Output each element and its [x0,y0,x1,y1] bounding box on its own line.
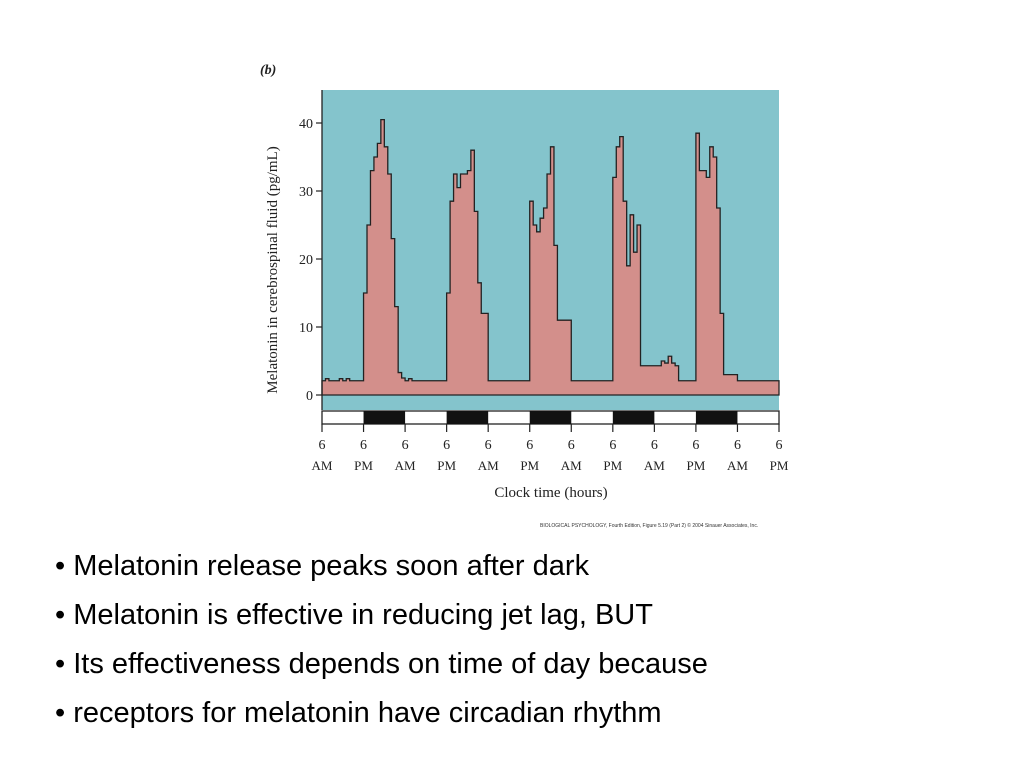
x-tick-label-period: PM [603,458,622,473]
x-tick-label-hour: 6 [485,438,492,453]
x-tick-label-hour: 6 [692,438,699,453]
x-axis-label: Clock time (hours) [494,485,607,501]
y-tick-label: 30 [299,185,313,200]
bullet-item: • Its effectiveness depends on time of d… [55,648,708,680]
bullet-list: • Melatonin release peaks soon after dar… [55,542,708,738]
x-tick-label-hour: 6 [734,438,741,453]
x-tick-label-period: PM [520,458,539,473]
x-tick-label-period: AM [727,458,748,473]
x-tick-label-hour: 6 [360,438,367,453]
figure-credit: BIOLOGICAL PSYCHOLOGY, Fourth Edition, F… [540,522,758,529]
x-tick-label-period: PM [687,458,706,473]
x-tick-label-period: AM [644,458,665,473]
x-tick-label-period: AM [478,458,499,473]
x-tick-label-period: AM [561,458,582,473]
y-tick-label: 10 [299,321,313,336]
x-tick-label-period: AM [395,458,416,473]
x-tick-label-hour: 6 [651,438,658,453]
dark-period-block [612,411,655,424]
dark-period-block [363,411,406,424]
panel-label: (b) [260,63,276,78]
dark-period-block [529,411,572,424]
x-tick-label-period: PM [437,458,456,473]
bullet-item: • Melatonin release peaks soon after dar… [55,550,590,582]
x-tick-label-hour: 6 [776,438,783,453]
x-tick-label-period: AM [312,458,333,473]
x-tick-label-period: PM [354,458,373,473]
bullet-item: • receptors for melatonin have circadian… [55,697,662,729]
x-tick-label-hour: 6 [319,438,326,453]
y-tick-label: 20 [299,253,313,268]
dark-period-block [446,411,489,424]
bullet-item: • Melatonin is effective in reducing jet… [55,599,653,631]
x-tick-label-hour: 6 [609,438,616,453]
dark-period-block [695,411,738,424]
x-tick-label-hour: 6 [443,438,450,453]
x-tick-label-hour: 6 [402,438,409,453]
y-tick-label: 0 [306,389,313,404]
y-axis-label: Melatonin in cerebrospinal fluid (pg/mL) [265,146,281,393]
x-tick-label-period: PM [770,458,789,473]
x-tick-label-hour: 6 [526,438,533,453]
melatonin-chart: (b) 0 10 20 30 40 6 AM 6 PM 6 AM 6 PM 6 AM 6 PM 6 AM 6 PM 6 A… [260,63,789,529]
melatonin-area-series [321,118,780,396]
x-tick-label-hour: 6 [568,438,575,453]
y-tick-label: 40 [299,117,313,132]
